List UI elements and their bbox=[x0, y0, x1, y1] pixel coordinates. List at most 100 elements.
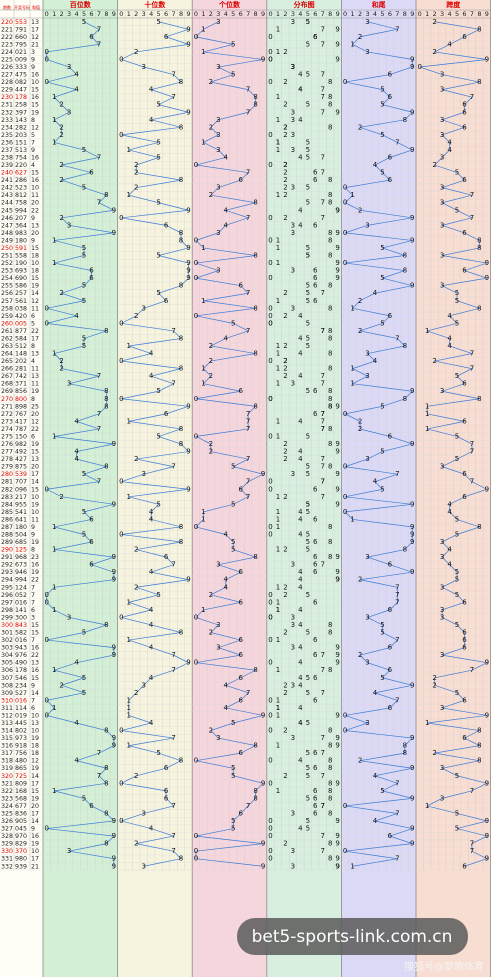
trend-digit: 8 bbox=[328, 402, 332, 410]
trend-digit: 4 bbox=[373, 161, 378, 169]
trend-digit: 8 bbox=[403, 742, 407, 750]
trend-digit: 1 bbox=[276, 546, 280, 554]
trend-digit: 5 bbox=[306, 199, 310, 207]
trend-digit: 6 bbox=[313, 787, 318, 795]
trend-digit: 1 bbox=[276, 636, 280, 644]
issue: 258 bbox=[1, 305, 13, 312]
draw-number: 877 bbox=[15, 328, 27, 335]
trend-digit: 3 bbox=[67, 613, 71, 621]
trend-digit: 1 bbox=[201, 515, 205, 523]
draw-number: 178 bbox=[15, 667, 27, 674]
trend-digit: 6 bbox=[313, 651, 318, 659]
trend-digit: 7 bbox=[321, 749, 325, 757]
trend-digit: 4 bbox=[447, 146, 452, 154]
trend-digit: 2 bbox=[283, 176, 287, 184]
trend-digit: 4 bbox=[298, 719, 303, 727]
issue: 280 bbox=[1, 471, 13, 478]
trend-digit: 4 bbox=[298, 312, 303, 320]
trend-digit: 0 bbox=[194, 395, 198, 403]
trend-digit: 5 bbox=[82, 184, 86, 192]
trend-digit: 4 bbox=[149, 606, 154, 614]
trend-digit: 1 bbox=[276, 493, 280, 501]
trend-digit: 8 bbox=[104, 840, 108, 848]
draw-number: 939 bbox=[15, 863, 27, 870]
trend-digit: 8 bbox=[179, 523, 183, 531]
trend-digit: 9 bbox=[335, 274, 339, 282]
trend-digit: 0 bbox=[194, 259, 198, 267]
trend-digit: 0 bbox=[44, 591, 48, 599]
trend-digit: 4 bbox=[74, 719, 79, 727]
trend-digit: 8 bbox=[328, 742, 332, 750]
draw-number: 905 bbox=[15, 818, 27, 825]
trend-digit: 3 bbox=[291, 221, 295, 229]
trend-digit: 8 bbox=[328, 304, 332, 312]
sum: 15 bbox=[31, 630, 39, 637]
trend-digit: 2 bbox=[432, 161, 436, 169]
draw-number: 983 bbox=[15, 230, 27, 237]
trend-digit: 8 bbox=[179, 365, 183, 373]
issue: 273 bbox=[1, 418, 13, 425]
draw-number: 150 bbox=[15, 433, 27, 440]
trend-digit: 9 bbox=[186, 267, 190, 275]
trend-digit: 6 bbox=[388, 432, 393, 440]
trend-digit: 2 bbox=[283, 123, 287, 131]
trend-digit: 5 bbox=[306, 282, 310, 290]
trend-digit: 0 bbox=[119, 55, 123, 63]
trend-digit: 2 bbox=[209, 342, 213, 350]
trend-digit: 0 bbox=[44, 55, 48, 63]
trend-digit: 3 bbox=[291, 681, 295, 689]
trend-digit: 5 bbox=[306, 101, 310, 109]
trend-digit: 7 bbox=[246, 493, 250, 501]
sum: 6 bbox=[31, 313, 35, 320]
issue: 227 bbox=[1, 72, 13, 79]
draw-number: 124 bbox=[15, 584, 27, 591]
trend-digit: 6 bbox=[313, 485, 318, 493]
draw-number: 282 bbox=[15, 124, 27, 131]
sum: 19 bbox=[31, 569, 39, 576]
trend-digit: 2 bbox=[134, 840, 138, 848]
trend-digit: 2 bbox=[283, 191, 287, 199]
trend-digit: 6 bbox=[313, 221, 318, 229]
trend-digit: 9 bbox=[485, 274, 489, 282]
trend-digit: 3 bbox=[440, 651, 444, 659]
trend-digit: 2 bbox=[283, 448, 287, 456]
trend-digit: 6 bbox=[313, 568, 318, 576]
trend-digit: 8 bbox=[328, 757, 332, 765]
trend-digit: 0 bbox=[119, 357, 123, 365]
trend-digit: 2 bbox=[283, 184, 287, 192]
trend-digit: 0 bbox=[343, 259, 347, 267]
trend-digit: 7 bbox=[321, 802, 325, 810]
header-digit: 2 bbox=[134, 10, 138, 18]
trend-digit: 9 bbox=[410, 214, 414, 222]
trend-digit: 5 bbox=[306, 508, 310, 516]
issue: 254 bbox=[1, 275, 13, 282]
trend-digit: 0 bbox=[268, 319, 272, 327]
sum: 19 bbox=[31, 388, 39, 395]
issue: 307 bbox=[1, 675, 13, 682]
trend-digit: 2 bbox=[283, 629, 287, 637]
trend-digit: 4 bbox=[224, 206, 229, 214]
header-digit: 1 bbox=[425, 10, 429, 18]
sum: 25 bbox=[31, 403, 39, 410]
trend-digit: 0 bbox=[268, 613, 272, 621]
draw-number: 114 bbox=[15, 705, 27, 712]
draw-number: 005 bbox=[15, 320, 27, 327]
trend-digit: 6 bbox=[238, 696, 243, 704]
trend-digit: 5 bbox=[82, 18, 86, 26]
trend-digit: 2 bbox=[432, 749, 436, 757]
draw-number: 257 bbox=[15, 290, 27, 297]
trend-digit: 7 bbox=[97, 372, 101, 380]
trend-digit: 5 bbox=[455, 689, 459, 697]
trend-digit: 5 bbox=[156, 18, 160, 26]
trend-digit: 0 bbox=[268, 395, 272, 403]
issue: 247 bbox=[1, 222, 13, 229]
draw-number: 976 bbox=[15, 652, 27, 659]
trend-digit: 1 bbox=[276, 350, 280, 358]
trend-digit: 0 bbox=[268, 304, 272, 312]
header-digit: 3 bbox=[291, 10, 295, 18]
sum: 7 bbox=[31, 139, 35, 146]
trend-digit: 5 bbox=[306, 500, 310, 508]
sum: 18 bbox=[31, 253, 39, 260]
draw-number: 767 bbox=[15, 411, 27, 418]
trend-digit: 7 bbox=[470, 365, 474, 373]
